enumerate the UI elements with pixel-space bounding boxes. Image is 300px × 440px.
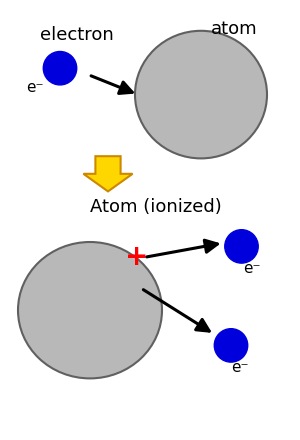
Circle shape <box>214 329 248 362</box>
Circle shape <box>43 51 77 85</box>
Text: atom: atom <box>211 20 257 37</box>
Ellipse shape <box>18 242 162 378</box>
Text: e⁻: e⁻ <box>231 360 249 375</box>
Ellipse shape <box>135 31 267 158</box>
Text: e⁻: e⁻ <box>243 261 261 276</box>
Polygon shape <box>83 156 133 191</box>
Text: e⁻: e⁻ <box>26 81 43 95</box>
Text: electron: electron <box>40 26 113 44</box>
Text: Atom (ionized): Atom (ionized) <box>90 198 222 216</box>
Text: +: + <box>125 243 148 271</box>
Circle shape <box>225 230 258 263</box>
